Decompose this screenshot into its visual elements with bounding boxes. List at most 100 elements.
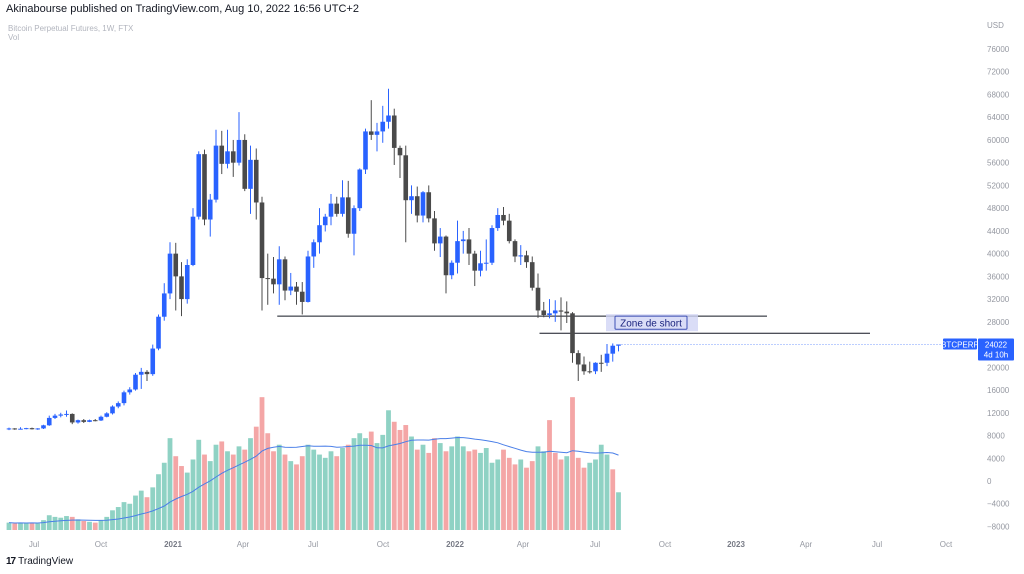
volume-bar — [138, 490, 144, 530]
volume-bar — [357, 433, 363, 530]
volume-bar — [552, 452, 558, 530]
volume-bar — [305, 444, 311, 530]
volume-bar — [173, 456, 179, 530]
candle-body — [524, 255, 529, 263]
candle-body — [236, 139, 242, 163]
volume-bar — [75, 519, 81, 530]
volume-bar — [432, 438, 437, 530]
candle-body — [207, 199, 213, 220]
candle-body — [570, 313, 575, 354]
volume-bar — [426, 452, 432, 530]
volume-bar — [317, 454, 322, 530]
volume-bar — [230, 454, 236, 530]
candle-body — [575, 353, 581, 365]
price-tick-label: −8000 — [987, 522, 1010, 531]
candle-body — [547, 313, 552, 316]
volume-bar — [41, 520, 46, 530]
price-tick-label: 8000 — [987, 432, 1005, 441]
candle-body — [616, 344, 621, 346]
price-tick-label: 12000 — [987, 409, 1010, 418]
candle-body — [144, 371, 150, 375]
candle-body — [506, 220, 512, 242]
volume-bar — [483, 448, 489, 530]
candle-body — [449, 262, 455, 276]
candle-body — [409, 196, 414, 201]
candle-body — [403, 155, 409, 201]
time-tick-label: Jul — [590, 540, 600, 549]
volume-bar — [288, 461, 294, 530]
candle-body — [466, 239, 472, 254]
time-tick-label: Apr — [800, 540, 813, 549]
candle-body — [288, 286, 294, 291]
short-zone-label: Zone de short — [620, 319, 682, 330]
candle-body — [225, 151, 230, 164]
candle-body — [23, 428, 29, 430]
volume-bar — [489, 462, 495, 530]
volume-bar — [598, 444, 604, 530]
tradingview-logo[interactable]: 17 TradingView — [6, 556, 73, 567]
candle-body — [75, 420, 81, 423]
candle-body — [478, 263, 483, 271]
volume-bar — [248, 438, 253, 530]
volume-bar — [414, 449, 420, 530]
candle-body — [115, 403, 121, 407]
price-tick-label: 48000 — [987, 204, 1010, 213]
candle-body — [81, 420, 87, 422]
price-tick-label: 16000 — [987, 386, 1010, 395]
volume-bar — [18, 522, 23, 530]
candle-body — [541, 310, 547, 316]
candle-body — [351, 208, 357, 234]
volume-bar — [374, 443, 380, 530]
candle-body — [340, 197, 345, 214]
volume-bar — [196, 439, 202, 530]
volume-bar — [334, 456, 340, 530]
volume-bar — [593, 459, 598, 530]
volume-bar — [92, 522, 98, 530]
candle-body — [242, 139, 248, 189]
volume-bar — [443, 451, 449, 530]
volume-bar — [466, 451, 472, 530]
chart-title: Bitcoin Perpetual Futures, 1W, FTX — [8, 24, 134, 33]
volume-bar — [610, 469, 616, 530]
candle-body — [363, 131, 368, 170]
candle-body — [12, 428, 18, 430]
candle-body — [6, 428, 12, 430]
price-tick-label: 76000 — [987, 45, 1010, 54]
volume-bar — [437, 443, 443, 530]
volume-bar — [104, 516, 110, 530]
candle-body — [345, 197, 351, 234]
volume-bar — [575, 457, 581, 530]
candle-body — [230, 151, 236, 163]
volume-bar — [98, 520, 104, 530]
volume-bar — [616, 492, 621, 530]
volume-bar — [282, 454, 288, 530]
volume-bar — [12, 523, 18, 530]
volume-ma-line — [8, 436, 619, 524]
volume-bar — [368, 431, 374, 530]
volume-bar — [340, 448, 345, 530]
candle-body — [190, 216, 196, 265]
volume-bar — [294, 464, 299, 530]
candle-body — [184, 265, 190, 300]
volume-bar — [541, 451, 547, 530]
price-tick-label: 64000 — [987, 113, 1010, 122]
volume-bar — [581, 467, 587, 530]
volume-bar — [587, 462, 593, 530]
candle-body — [397, 147, 403, 156]
candle-body — [368, 131, 374, 135]
volume-bar — [46, 515, 52, 530]
price-tick-label: 72000 — [987, 68, 1010, 77]
candle-body — [202, 154, 207, 220]
candle-body — [46, 417, 52, 426]
candle-body — [593, 362, 598, 372]
time-tick-label: Oct — [659, 540, 672, 549]
price-tick-label: 56000 — [987, 159, 1010, 168]
candle-body — [374, 131, 380, 135]
volume-bar — [409, 436, 414, 530]
candle-body — [512, 241, 518, 257]
volume-bar — [69, 516, 75, 530]
candle-body — [41, 425, 46, 429]
candle-body — [173, 253, 179, 277]
volume-bar — [207, 461, 213, 530]
